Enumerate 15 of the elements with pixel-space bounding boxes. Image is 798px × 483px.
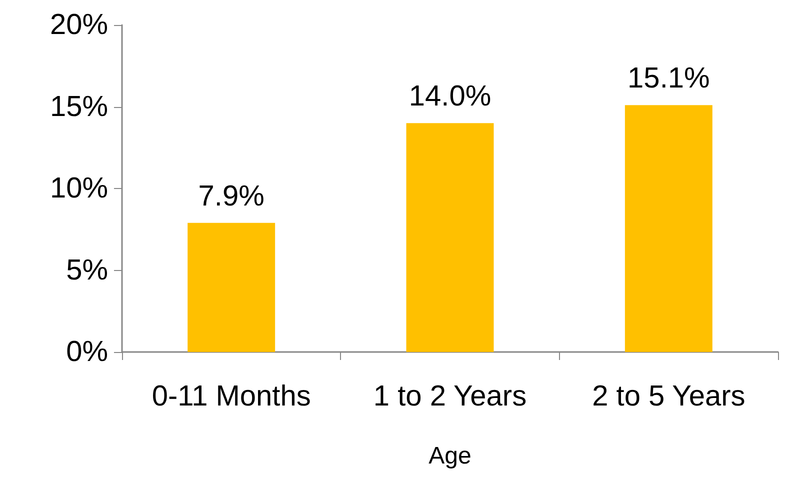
data-label: 15.1%	[628, 62, 710, 95]
x-tick-label: 2 to 5 Years	[592, 380, 746, 412]
y-tick-label: 10%	[50, 172, 108, 204]
y-tick-label: 0%	[66, 336, 108, 368]
y-tick-label: 20%	[50, 9, 108, 41]
bar	[406, 123, 494, 352]
y-tick-label: 5%	[66, 254, 108, 286]
bar	[624, 105, 712, 352]
x-tick-label: 0-11 Months	[152, 380, 311, 412]
y-tick-label: 15%	[50, 90, 108, 123]
bar	[188, 222, 276, 352]
data-label: 7.9%	[198, 180, 264, 212]
data-label: 14.0%	[408, 80, 492, 113]
x-tick-label: 1 to 2 Years	[373, 380, 527, 412]
x-axis-title: Age	[428, 442, 472, 470]
